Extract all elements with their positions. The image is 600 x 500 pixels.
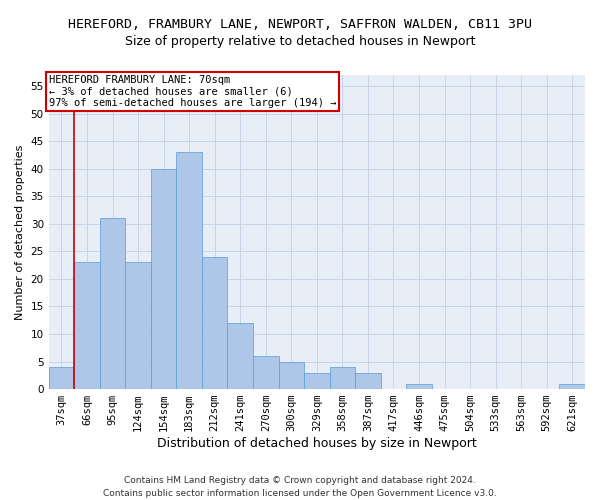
Bar	[253, 356, 278, 389]
Bar	[125, 262, 151, 389]
Bar	[329, 367, 355, 389]
Bar	[559, 384, 585, 389]
Bar	[355, 372, 380, 389]
Bar	[176, 152, 202, 389]
Bar	[151, 168, 176, 389]
Bar	[304, 372, 329, 389]
Text: Contains HM Land Registry data © Crown copyright and database right 2024.
Contai: Contains HM Land Registry data © Crown c…	[103, 476, 497, 498]
Bar	[74, 262, 100, 389]
X-axis label: Distribution of detached houses by size in Newport: Distribution of detached houses by size …	[157, 437, 477, 450]
Bar	[100, 218, 125, 389]
Y-axis label: Number of detached properties: Number of detached properties	[15, 144, 25, 320]
Bar	[227, 323, 253, 389]
Bar	[49, 367, 74, 389]
Bar	[406, 384, 432, 389]
Bar	[278, 362, 304, 389]
Text: HEREFORD FRAMBURY LANE: 70sqm
← 3% of detached houses are smaller (6)
97% of sem: HEREFORD FRAMBURY LANE: 70sqm ← 3% of de…	[49, 75, 336, 108]
Text: Size of property relative to detached houses in Newport: Size of property relative to detached ho…	[125, 35, 475, 48]
Text: HEREFORD, FRAMBURY LANE, NEWPORT, SAFFRON WALDEN, CB11 3PU: HEREFORD, FRAMBURY LANE, NEWPORT, SAFFRO…	[68, 18, 532, 30]
Bar	[202, 257, 227, 389]
